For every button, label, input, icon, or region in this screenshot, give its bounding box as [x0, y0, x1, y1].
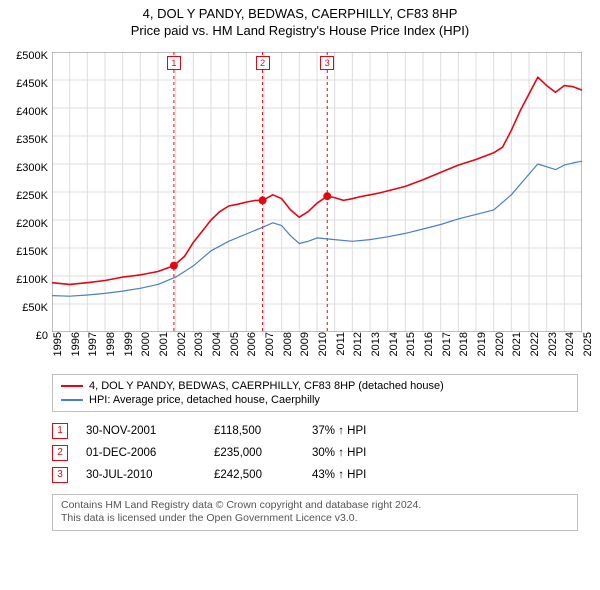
x-tick-label: 2008	[282, 332, 294, 356]
y-tick-label: £250K	[16, 190, 52, 202]
x-tick-label: 2006	[246, 332, 258, 356]
sale-delta: 30% ↑ HPI	[312, 447, 392, 459]
x-tick-label: 1997	[87, 332, 99, 356]
x-tick-label: 2017	[441, 332, 453, 356]
sale-date: 01-DEC-2006	[86, 447, 196, 459]
x-tick-label: 2005	[229, 332, 241, 356]
sale-delta: 43% ↑ HPI	[312, 469, 392, 481]
footer-line2: This data is licensed under the Open Gov…	[61, 512, 569, 526]
legend-swatch	[61, 399, 83, 401]
sale-price: £235,000	[214, 447, 294, 459]
x-tick-label: 2014	[388, 332, 400, 356]
sales-table: 1 30-NOV-2001 £118,500 37% ↑ HPI 2 01-DEC-200…	[52, 420, 578, 486]
sale-badge: 3	[52, 467, 68, 483]
sale-date: 30-JUL-2010	[86, 469, 196, 481]
chart-container: 4, DOL Y PANDY, BEDWAS, CAERPHILLY, CF83…	[0, 0, 600, 539]
y-tick-label: £350K	[16, 134, 52, 146]
y-tick-label: £150K	[16, 246, 52, 258]
x-tick-label: 2016	[423, 332, 435, 356]
x-tick-label: 2018	[458, 332, 470, 356]
chart-title-line2: Price paid vs. HM Land Registry's House …	[10, 23, 590, 40]
y-tick-label: £50K	[22, 302, 52, 314]
x-tick-label: 2020	[494, 332, 506, 356]
legend-row: 4, DOL Y PANDY, BEDWAS, CAERPHILLY, CF83…	[61, 379, 569, 393]
x-tick-label: 2019	[476, 332, 488, 356]
x-tick-label: 2010	[317, 332, 329, 356]
legend-label: 4, DOL Y PANDY, BEDWAS, CAERPHILLY, CF83…	[89, 380, 444, 392]
x-tick-label: 2023	[547, 332, 559, 356]
x-tick-label: 2012	[352, 332, 364, 356]
event-marker-2: 2	[256, 56, 270, 70]
chart-area: £0 £50K £100K £150K £200K £250K £300K £350K £400…	[10, 48, 590, 368]
x-tick-label: 1995	[52, 332, 64, 356]
plot-svg	[52, 52, 582, 332]
y-tick-label: £400K	[16, 106, 52, 118]
x-tick-label: 2021	[511, 332, 523, 356]
sale-badge: 1	[52, 423, 68, 439]
event-marker-1: 1	[167, 56, 181, 70]
legend-swatch	[61, 385, 83, 387]
license-footer: Contains HM Land Registry data © Crown c…	[52, 494, 578, 531]
event-marker-3: 3	[320, 56, 334, 70]
y-tick-label: £100K	[16, 274, 52, 286]
x-tick-label: 1996	[70, 332, 82, 356]
sale-row: 3 30-JUL-2010 £242,500 43% ↑ HPI	[52, 464, 578, 486]
legend: 4, DOL Y PANDY, BEDWAS, CAERPHILLY, CF83…	[52, 374, 578, 412]
x-tick-label: 2022	[529, 332, 541, 356]
sale-row: 1 30-NOV-2001 £118,500 37% ↑ HPI	[52, 420, 578, 442]
x-tick-label: 2025	[582, 332, 594, 356]
legend-row: HPI: Average price, detached house, Caer…	[61, 393, 569, 407]
x-tick-label: 2004	[211, 332, 223, 356]
x-tick-label: 2002	[176, 332, 188, 356]
sale-price: £242,500	[214, 469, 294, 481]
x-tick-label: 2001	[158, 332, 170, 356]
x-tick-label: 2015	[405, 332, 417, 356]
y-tick-label: £300K	[16, 162, 52, 174]
x-tick-label: 2011	[335, 332, 347, 356]
x-tick-label: 2009	[299, 332, 311, 356]
y-tick-label: £500K	[16, 50, 52, 62]
x-tick-label: 2003	[193, 332, 205, 356]
plot-host: £0£50K£100K£150K£200K£250K£300K£350K£400…	[52, 52, 582, 332]
y-tick-label: £0	[36, 330, 52, 342]
x-tick-label: 2007	[264, 332, 276, 356]
x-tick-label: 1998	[105, 332, 117, 356]
chart-title-line1: 4, DOL Y PANDY, BEDWAS, CAERPHILLY, CF83…	[10, 6, 590, 23]
x-tick-label: 2013	[370, 332, 382, 356]
sale-row: 2 01-DEC-2006 £235,000 30% ↑ HPI	[52, 442, 578, 464]
sale-price: £118,500	[214, 425, 294, 437]
footer-line1: Contains HM Land Registry data © Crown c…	[61, 499, 569, 513]
legend-label: HPI: Average price, detached house, Caer…	[89, 394, 320, 406]
y-tick-label: £450K	[16, 78, 52, 90]
sale-delta: 37% ↑ HPI	[312, 425, 392, 437]
y-tick-label: £200K	[16, 218, 52, 230]
sale-date: 30-NOV-2001	[86, 425, 196, 437]
x-tick-label: 2024	[564, 332, 576, 356]
x-tick-label: 2000	[140, 332, 152, 356]
sale-badge: 2	[52, 445, 68, 461]
x-tick-label: 1999	[123, 332, 135, 356]
